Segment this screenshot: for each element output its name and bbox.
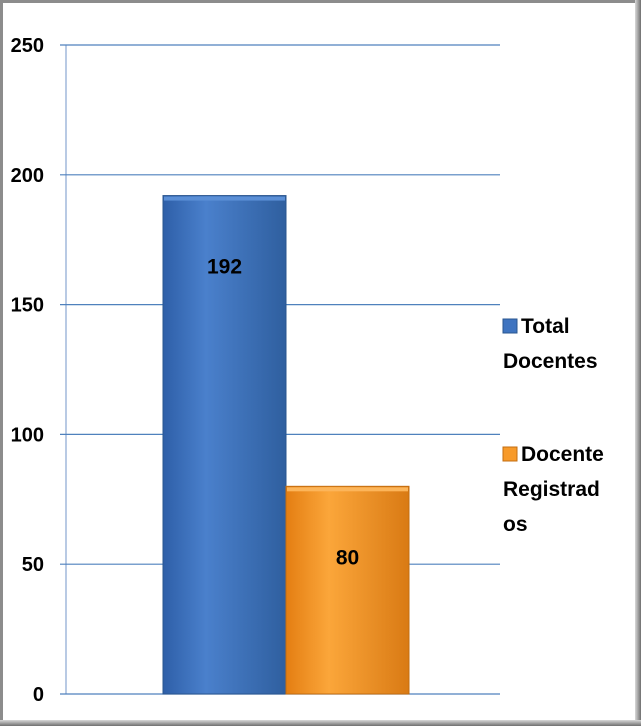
y-tick-label: 200	[11, 165, 44, 187]
y-tick-label: 250	[11, 35, 44, 57]
frame-shadow-right	[635, 0, 641, 726]
bar-highlight	[287, 487, 408, 492]
data-label: 192	[207, 256, 242, 279]
bar-highlight	[164, 196, 285, 201]
legend-swatch	[502, 318, 518, 334]
legend-label: Total Docentes	[503, 315, 598, 373]
legend-swatch	[502, 446, 518, 462]
data-label: 80	[336, 546, 359, 569]
y-tick-label: 150	[11, 295, 44, 317]
bar-total-docentes	[162, 195, 287, 695]
y-tick-label: 0	[33, 684, 44, 706]
y-axis-ticks: 0 50 100 150 200 250	[11, 35, 44, 706]
legend-item: Total Docentes	[502, 315, 598, 373]
legend-item: Docente Registrad os	[502, 443, 604, 536]
y-tick-label: 100	[11, 424, 44, 446]
y-tick-label: 50	[22, 554, 44, 576]
data-labels: 192 80	[207, 256, 359, 570]
legend: Total Docentes Docente Registrad os	[502, 315, 604, 536]
bars	[162, 195, 410, 695]
bar-docente-registrados	[285, 485, 410, 695]
legend-label: Docente Registrad os	[503, 443, 604, 536]
frame-shadow-bottom	[0, 720, 641, 726]
